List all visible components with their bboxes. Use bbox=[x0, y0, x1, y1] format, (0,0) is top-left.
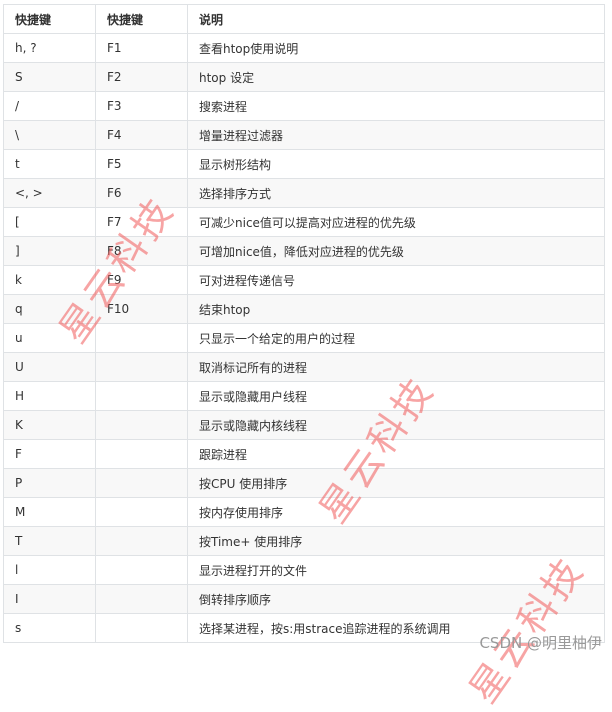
table-row: ] F8 可增加nice值，降低对应进程的优先级 bbox=[3, 236, 605, 266]
function-key: F10 bbox=[95, 294, 188, 324]
shortcut-key: / bbox=[3, 91, 96, 121]
shortcut-key: q bbox=[3, 294, 96, 324]
shortcut-key: s bbox=[3, 613, 96, 643]
table-row: k F9 可对进程传递信号 bbox=[3, 265, 605, 295]
description: 可减少nice值可以提高对应进程的优先级 bbox=[187, 207, 605, 237]
table-row: l 显示进程打开的文件 bbox=[3, 555, 605, 585]
description: 结束htop bbox=[187, 294, 605, 324]
description: 可增加nice值，降低对应进程的优先级 bbox=[187, 236, 605, 266]
table-row: U 取消标记所有的进程 bbox=[3, 352, 605, 382]
function-key bbox=[95, 584, 188, 614]
shortcut-key: U bbox=[3, 352, 96, 382]
table-row: P 按CPU 使用排序 bbox=[3, 468, 605, 498]
description: 选择排序方式 bbox=[187, 178, 605, 208]
description: 只显示一个给定的用户的过程 bbox=[187, 323, 605, 353]
shortcut-key: P bbox=[3, 468, 96, 498]
header-shortcut: 快捷键 bbox=[3, 4, 96, 34]
table-row: u 只显示一个给定的用户的过程 bbox=[3, 323, 605, 353]
shortcut-key: u bbox=[3, 323, 96, 353]
description: 选择某进程，按s:用strace追踪进程的系统调用 bbox=[187, 613, 605, 643]
description: 倒转排序顺序 bbox=[187, 584, 605, 614]
function-key: F3 bbox=[95, 91, 188, 121]
shortcut-key: <, > bbox=[3, 178, 96, 208]
shortcut-key: F bbox=[3, 439, 96, 469]
function-key bbox=[95, 323, 188, 353]
function-key: F1 bbox=[95, 33, 188, 63]
function-key: F8 bbox=[95, 236, 188, 266]
function-key bbox=[95, 381, 188, 411]
table-row: t F5 显示树形结构 bbox=[3, 149, 605, 179]
function-key: F5 bbox=[95, 149, 188, 179]
description: htop 设定 bbox=[187, 62, 605, 92]
table-row: [F7 可减少nice值可以提高对应进程的优先级 bbox=[3, 207, 605, 237]
description: 可对进程传递信号 bbox=[187, 265, 605, 295]
table-row: h, ? F1 查看htop使用说明 bbox=[3, 33, 605, 63]
shortcut-key: M bbox=[3, 497, 96, 527]
description: 显示或隐藏内核线程 bbox=[187, 410, 605, 440]
table-row: H 显示或隐藏用户线程 bbox=[3, 381, 605, 411]
description: 显示进程打开的文件 bbox=[187, 555, 605, 585]
table-row: I 倒转排序顺序 bbox=[3, 584, 605, 614]
table-row: M 按内存使用排序 bbox=[3, 497, 605, 527]
header-shortcut-alt: 快捷键 bbox=[95, 4, 188, 34]
table-row: T 按Time+ 使用排序 bbox=[3, 526, 605, 556]
description: 跟踪进程 bbox=[187, 439, 605, 469]
table-row: q F10 结束htop bbox=[3, 294, 605, 324]
function-key bbox=[95, 439, 188, 469]
function-key bbox=[95, 613, 188, 643]
shortcut-key: I bbox=[3, 584, 96, 614]
shortcut-key: l bbox=[3, 555, 96, 585]
table-header-row: 快捷键 快捷键 说明 bbox=[3, 4, 605, 34]
function-key bbox=[95, 526, 188, 556]
shortcut-key: T bbox=[3, 526, 96, 556]
function-key bbox=[95, 555, 188, 585]
shortcut-key: t bbox=[3, 149, 96, 179]
shortcut-key: S bbox=[3, 62, 96, 92]
function-key bbox=[95, 468, 188, 498]
shortcut-key: h, ? bbox=[3, 33, 96, 63]
function-key: F4 bbox=[95, 120, 188, 150]
table-row: s 选择某进程，按s:用strace追踪进程的系统调用 bbox=[3, 613, 605, 643]
table-row: F 跟踪进程 bbox=[3, 439, 605, 469]
table-row: <, > F6 选择排序方式 bbox=[3, 178, 605, 208]
table-row: \ F4 增量进程过滤器 bbox=[3, 120, 605, 150]
shortcut-key: k bbox=[3, 265, 96, 295]
header-description: 说明 bbox=[187, 4, 605, 34]
function-key: F6 bbox=[95, 178, 188, 208]
description: 按Time+ 使用排序 bbox=[187, 526, 605, 556]
shortcut-key: H bbox=[3, 381, 96, 411]
shortcut-key: \ bbox=[3, 120, 96, 150]
description: 按内存使用排序 bbox=[187, 497, 605, 527]
function-key: F9 bbox=[95, 265, 188, 295]
description: 查看htop使用说明 bbox=[187, 33, 605, 63]
description: 取消标记所有的进程 bbox=[187, 352, 605, 382]
shortcut-key: [ bbox=[3, 207, 96, 237]
function-key: F7 bbox=[95, 207, 188, 237]
table-row: / F3 搜索进程 bbox=[3, 91, 605, 121]
function-key bbox=[95, 497, 188, 527]
table-row: K 显示或隐藏内核线程 bbox=[3, 410, 605, 440]
description: 搜索进程 bbox=[187, 91, 605, 121]
credit-text: CSDN @明里柚伊 bbox=[479, 634, 602, 652]
shortcut-key: K bbox=[3, 410, 96, 440]
description: 显示树形结构 bbox=[187, 149, 605, 179]
function-key bbox=[95, 352, 188, 382]
function-key: F2 bbox=[95, 62, 188, 92]
description: 增量进程过滤器 bbox=[187, 120, 605, 150]
shortcut-table: 快捷键 快捷键 说明 h, ? F1 查看htop使用说明 S F2 htop 设定 / F3… bbox=[3, 4, 605, 643]
function-key bbox=[95, 410, 188, 440]
table-row: S F2 htop 设定 bbox=[3, 62, 605, 92]
description: 显示或隐藏用户线程 bbox=[187, 381, 605, 411]
description: 按CPU 使用排序 bbox=[187, 468, 605, 498]
shortcut-key: ] bbox=[3, 236, 96, 266]
